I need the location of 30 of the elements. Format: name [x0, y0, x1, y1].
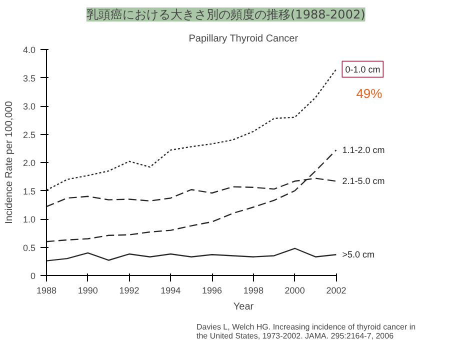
- text: Davies L, Welch HG. Increasing incidence of thyroid cancer in the United States, 1973-2002. JAMA. 295:2164-7, 2006: [196, 322, 416, 340]
- x-tick-label: 2002: [326, 286, 346, 296]
- series-label: 2.1-5.0 cm: [342, 176, 385, 186]
- x-tick-label: 1994: [160, 286, 181, 296]
- x-axis-title: Year: [233, 302, 254, 312]
- y-tick-label: 1.5: [22, 186, 36, 196]
- x-tick-label: 1988: [36, 286, 57, 296]
- line-series: [46, 248, 337, 262]
- y-tick-label: 0.5: [22, 242, 36, 253]
- chart-title: 乳頭癌における大きさ別の頻度の推移(1988-2002): [86, 8, 366, 22]
- x-tick-label: 1998: [243, 286, 264, 296]
- y-axis-title: Incidence Rate per 100,000: [4, 100, 15, 224]
- y-tick-label: 3.5: [22, 73, 36, 84]
- chart-subtitle: Papillary Thyroid Cancer: [188, 34, 299, 44]
- text: 49%: [356, 86, 383, 101]
- x-tick-label: 1996: [202, 286, 222, 296]
- y-tick-label: 3.0: [22, 102, 36, 112]
- y-tick-label: 1.0: [22, 214, 36, 224]
- line-series: [46, 149, 337, 242]
- series-label: 1.1-2.0 cm: [342, 145, 385, 156]
- line-series: [46, 68, 337, 191]
- x-tick-label: 2000: [284, 286, 305, 296]
- y-tick-label: 4.0: [22, 45, 36, 55]
- y-tick-label: 2.0: [22, 158, 36, 168]
- x-tick-label: 1990: [78, 286, 98, 296]
- y-tick-label: 0: [30, 271, 36, 281]
- series-label: >5.0 cm: [342, 250, 374, 260]
- y-tick-label: 2.5: [22, 130, 36, 140]
- series-label: 0-1.0 cm: [345, 64, 380, 74]
- x-tick-label: 1992: [119, 286, 140, 296]
